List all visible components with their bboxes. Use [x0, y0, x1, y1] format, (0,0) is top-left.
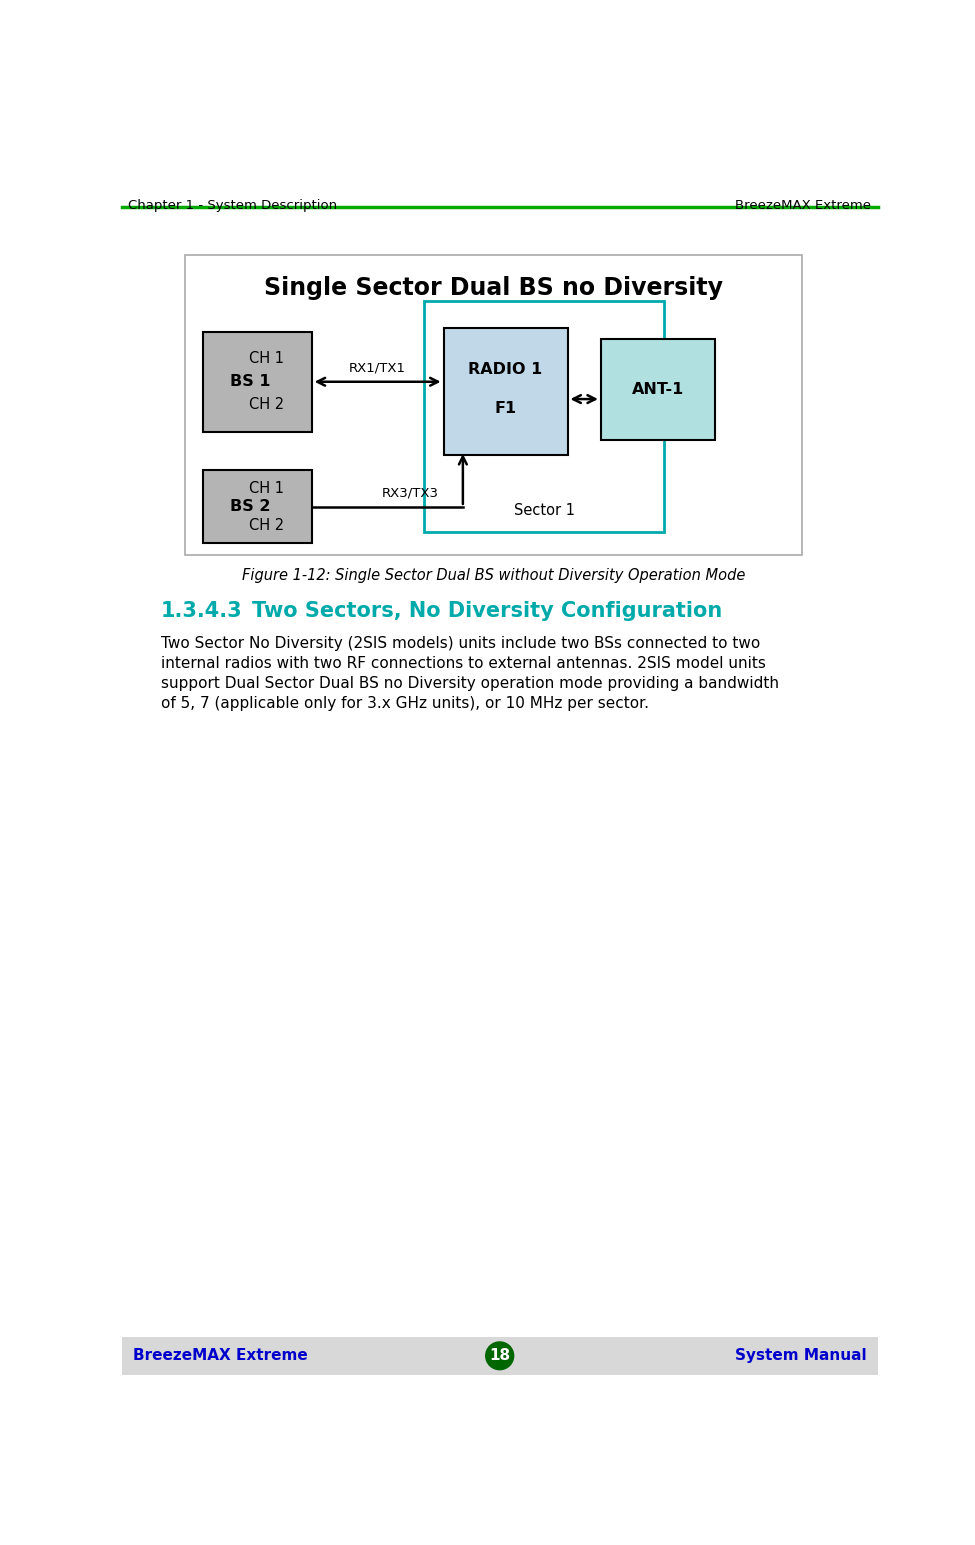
Text: BS 1: BS 1	[229, 374, 270, 389]
Text: CH 2: CH 2	[250, 518, 285, 533]
Text: internal radios with two RF connections to external antennas. 2SIS model units: internal radios with two RF connections …	[161, 657, 765, 671]
Text: RADIO 1: RADIO 1	[468, 363, 543, 377]
Text: Two Sector No Diversity (2SIS models) units include two BSs connected to two: Two Sector No Diversity (2SIS models) un…	[161, 637, 760, 650]
Bar	[203, 470, 312, 544]
Text: CH 1: CH 1	[250, 351, 285, 366]
Bar	[424, 301, 664, 531]
Text: Sector 1: Sector 1	[514, 504, 574, 518]
Text: 18: 18	[489, 1349, 510, 1363]
Bar	[601, 340, 715, 439]
Text: BS 2: BS 2	[229, 499, 270, 514]
Text: Figure 1-12: Single Sector Dual BS without Diversity Operation Mode: Figure 1-12: Single Sector Dual BS witho…	[242, 569, 746, 582]
Text: System Manual: System Manual	[735, 1349, 867, 1363]
Text: support Dual Sector Dual BS no Diversity operation mode providing a bandwidth: support Dual Sector Dual BS no Diversity…	[161, 675, 779, 691]
Text: RX3/TX3: RX3/TX3	[382, 487, 439, 499]
Text: Chapter 1 - System Description: Chapter 1 - System Description	[128, 199, 337, 212]
Text: BreezeMAX Extreme: BreezeMAX Extreme	[133, 1349, 307, 1363]
Bar	[122, 1336, 878, 1375]
Text: Two Sectors, No Diversity Configuration: Two Sectors, No Diversity Configuration	[253, 601, 722, 621]
Circle shape	[486, 1343, 514, 1370]
Text: of 5, 7 (applicable only for 3.x GHz units), or 10 MHz per sector.: of 5, 7 (applicable only for 3.x GHz uni…	[161, 695, 648, 711]
Text: ANT-1: ANT-1	[632, 382, 683, 397]
Bar	[444, 328, 567, 454]
Text: 1.3.4.3: 1.3.4.3	[161, 601, 242, 621]
Text: BreezeMAX Extreme: BreezeMAX Extreme	[735, 199, 872, 212]
Bar	[203, 332, 312, 431]
Text: F1: F1	[494, 400, 517, 416]
Text: RX1/TX1: RX1/TX1	[349, 362, 407, 374]
Text: CH 1: CH 1	[250, 480, 285, 496]
Text: CH 2: CH 2	[250, 397, 285, 413]
Text: Single Sector Dual BS no Diversity: Single Sector Dual BS no Diversity	[264, 277, 723, 300]
Bar	[185, 255, 802, 555]
